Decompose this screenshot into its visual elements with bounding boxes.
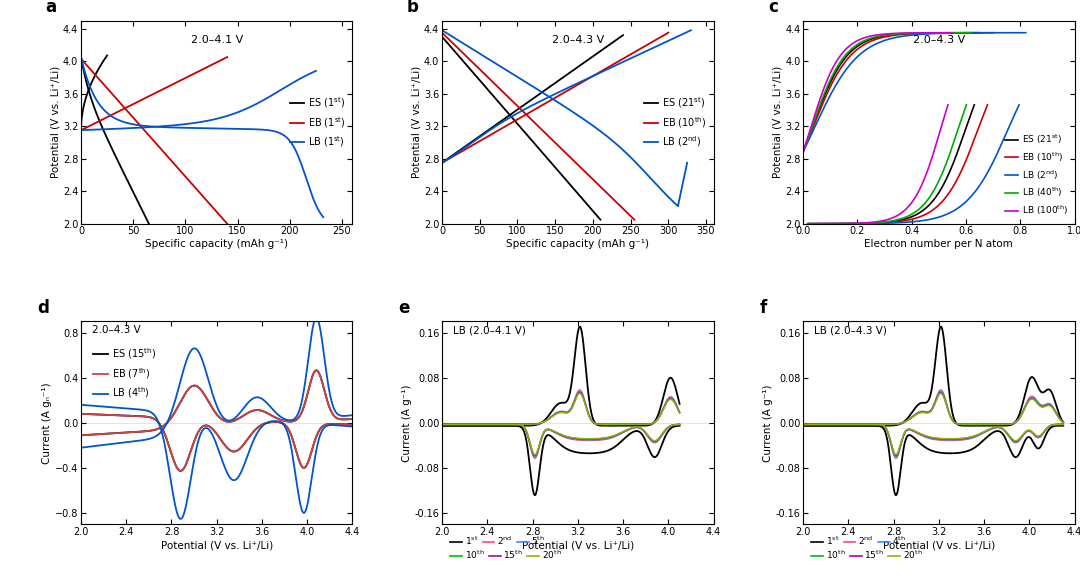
Y-axis label: Potential (V vs. Li⁺/Li): Potential (V vs. Li⁺/Li) bbox=[411, 66, 421, 178]
Y-axis label: Potential (V vs. Li⁺/Li): Potential (V vs. Li⁺/Li) bbox=[50, 66, 60, 178]
Legend: 10$^{\rm th}$, 15$^{\rm th}$, 20$^{\rm th}$: 10$^{\rm th}$, 15$^{\rm th}$, 20$^{\rm t… bbox=[808, 545, 926, 565]
Legend: ES (1$^{\rm st}$), EB (1$^{\rm st}$), LB (1$^{\rm st}$): ES (1$^{\rm st}$), EB (1$^{\rm st}$), LB… bbox=[287, 93, 348, 151]
Legend: ES (21$^{\rm st}$), EB (10$^{\rm th}$), LB (2$^{\rm nd}$), LB (40$^{\rm th}$), L: ES (21$^{\rm st}$), EB (10$^{\rm th}$), … bbox=[1003, 131, 1070, 219]
Text: e: e bbox=[399, 299, 410, 317]
Text: LB (2.0–4.1 V): LB (2.0–4.1 V) bbox=[453, 325, 526, 335]
Text: 2.0–4.1 V: 2.0–4.1 V bbox=[190, 35, 243, 45]
X-axis label: Potential (V vs. Li⁺/Li): Potential (V vs. Li⁺/Li) bbox=[161, 540, 273, 550]
Y-axis label: Current (A gₙ⁻¹): Current (A gₙ⁻¹) bbox=[42, 382, 52, 464]
Y-axis label: Current (A g⁻¹): Current (A g⁻¹) bbox=[402, 384, 411, 462]
Text: f: f bbox=[759, 299, 767, 317]
Y-axis label: Current (A g⁻¹): Current (A g⁻¹) bbox=[762, 384, 772, 462]
X-axis label: Electron number per N atom: Electron number per N atom bbox=[864, 239, 1013, 249]
Text: b: b bbox=[407, 0, 419, 16]
Text: a: a bbox=[45, 0, 57, 16]
Text: 2.0–4.3 V: 2.0–4.3 V bbox=[913, 35, 966, 45]
X-axis label: Specific capacity (mAh g⁻¹): Specific capacity (mAh g⁻¹) bbox=[145, 239, 288, 249]
Legend: 10$^{\rm th}$, 15$^{\rm th}$, 20$^{\rm th}$: 10$^{\rm th}$, 15$^{\rm th}$, 20$^{\rm t… bbox=[446, 545, 565, 565]
Text: 2.0–4.3 V: 2.0–4.3 V bbox=[92, 325, 140, 335]
X-axis label: Potential (V vs. Li⁺/Li): Potential (V vs. Li⁺/Li) bbox=[882, 540, 995, 550]
Text: d: d bbox=[38, 299, 50, 317]
Text: LB (2.0–4.3 V): LB (2.0–4.3 V) bbox=[814, 325, 887, 335]
Legend: ES (21$^{\rm st}$), EB (10$^{\rm th}$), LB (2$^{\rm nd}$): ES (21$^{\rm st}$), EB (10$^{\rm th}$), … bbox=[642, 93, 708, 151]
Text: 2.0–4.3 V: 2.0–4.3 V bbox=[552, 35, 604, 45]
Legend: ES (15$^{\rm th}$), EB (7$^{\rm th}$), LB (4$^{\rm th}$): ES (15$^{\rm th}$), EB (7$^{\rm th}$), L… bbox=[92, 345, 158, 403]
Y-axis label: Potential (V vs. Li⁺/Li): Potential (V vs. Li⁺/Li) bbox=[772, 66, 782, 178]
X-axis label: Potential (V vs. Li⁺/Li): Potential (V vs. Li⁺/Li) bbox=[522, 540, 634, 550]
Text: c: c bbox=[768, 0, 778, 16]
X-axis label: Specific capacity (mAh g⁻¹): Specific capacity (mAh g⁻¹) bbox=[507, 239, 649, 249]
